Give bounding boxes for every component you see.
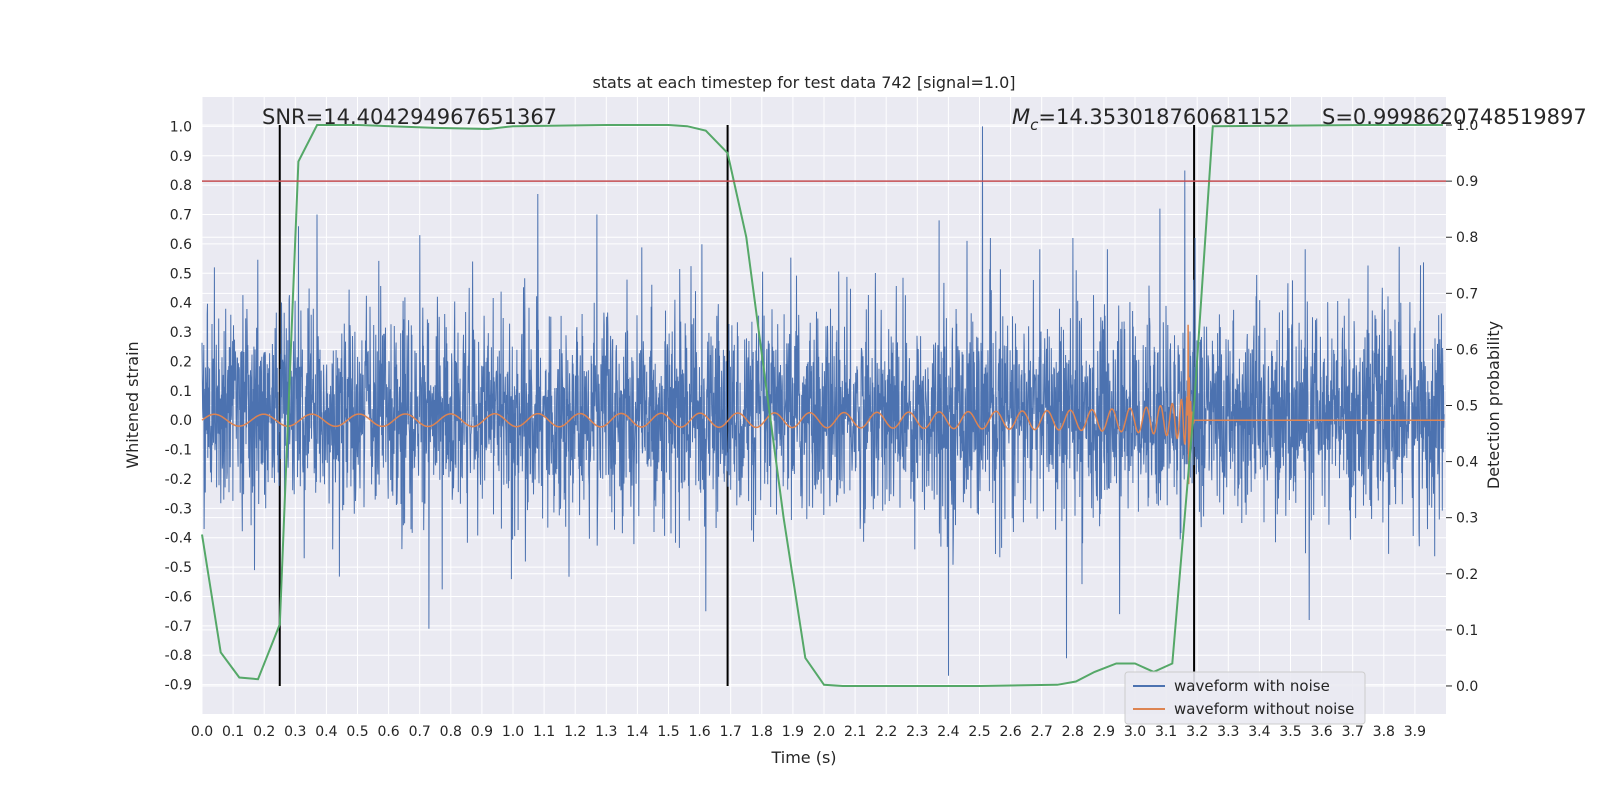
x-tick-label: 1.3 — [595, 724, 617, 740]
y-tick-label: 0.4 — [170, 296, 192, 312]
y-tick-label: 0.6 — [170, 237, 192, 253]
y2-tick-label: 0.1 — [1456, 623, 1478, 639]
y2-tick-label: 0.0 — [1456, 679, 1478, 695]
chirp-line — [201, 324, 1445, 485]
series-waveform-without-noise — [201, 324, 1445, 485]
x-tick-label: 0.2 — [253, 724, 275, 740]
x-tick-label: 2.7 — [1031, 724, 1053, 740]
x-tick-label: 0.9 — [471, 724, 493, 740]
x-tick-label: 0.4 — [315, 724, 337, 740]
y-tick-label: -0.9 — [165, 678, 192, 694]
y-tick-label: 0.2 — [170, 354, 192, 370]
x-tick-label: 1.7 — [720, 724, 742, 740]
x-tick-label: 1.0 — [502, 724, 524, 740]
x-tick-label: 0.0 — [191, 724, 213, 740]
x-tick-label: 1.4 — [626, 724, 648, 740]
x-tick-label: 1.5 — [657, 724, 679, 740]
x-tick-label: 1.8 — [751, 724, 773, 740]
x-tick-label: 2.8 — [1062, 724, 1084, 740]
x-tick-label: 1.9 — [782, 724, 804, 740]
y-tick-label: -0.5 — [165, 560, 192, 576]
x-axis-ticks: 0.0 0.1 0.2 0.3 0.4 0.5 0.6 0.7 0.8 0.9 1.0 1.1 1.2 1… — [191, 724, 1426, 740]
x-tick-label: 3.6 — [1310, 724, 1332, 740]
x-tick-label: 2.0 — [813, 724, 835, 740]
y2-tick-label: 0.3 — [1456, 511, 1478, 527]
x-tick-label: 3.4 — [1248, 724, 1270, 740]
y-tick-label: -0.7 — [165, 619, 192, 635]
y2-tick-label: 0.7 — [1456, 286, 1478, 302]
s-annotation: S=0.9998620748519897 — [1322, 105, 1587, 129]
probability-line — [201, 124, 1443, 687]
x-tick-label: 2.3 — [906, 724, 928, 740]
x-tick-label: 1.1 — [533, 724, 555, 740]
noise-line — [201, 126, 1445, 676]
x-tick-label: 3.9 — [1404, 724, 1426, 740]
legend-label-waveform-without-noise: waveform without noise — [1174, 700, 1354, 718]
x-tick-label: 0.1 — [222, 724, 244, 740]
y2-axis-label: Detection probability — [1484, 321, 1503, 489]
y2-tick-label: 0.6 — [1456, 342, 1478, 358]
series-detection-probability — [201, 124, 1443, 687]
y-tick-label: 1.0 — [170, 119, 192, 135]
legend-box — [1124, 671, 1366, 725]
chirp-mass-value: =14.353018760681152 — [1038, 105, 1289, 129]
y-tick-label: 0.5 — [170, 266, 192, 282]
x-tick-label: 0.5 — [346, 724, 368, 740]
x-tick-label: 2.5 — [968, 724, 990, 740]
chirp-mass-annotation: Mc=14.353018760681152 — [1012, 105, 1290, 134]
y-tick-label: 0.0 — [170, 413, 192, 429]
y-tick-label: 0.8 — [170, 178, 192, 194]
chirp-mass-subscript: c — [1030, 116, 1039, 134]
y-tick-label: -0.3 — [165, 501, 192, 517]
x-tick-label: 3.0 — [1124, 724, 1146, 740]
x-tick-label: 0.3 — [284, 724, 306, 740]
y-tick-label: -0.2 — [165, 472, 192, 488]
y-axis-label: Whitened strain — [123, 341, 142, 468]
y2-tick-label: 1.0 — [1456, 118, 1478, 134]
y-tick-label: -0.6 — [165, 589, 192, 605]
x-tick-label: 3.8 — [1373, 724, 1395, 740]
y2-tick-label: 0.9 — [1456, 174, 1478, 190]
x-tick-label: 2.1 — [844, 724, 866, 740]
x-tick-label: 3.5 — [1279, 724, 1301, 740]
x-tick-label: 1.6 — [688, 724, 710, 740]
x-tick-label: 2.9 — [1093, 724, 1115, 740]
y2-tick-label: 0.8 — [1456, 230, 1478, 246]
y-axis-ticks: 1.0 0.9 0.8 0.7 0.6 0.5 0.4 0.3 0.2 0.1 0.0 -0.1 -0.… — [165, 119, 192, 693]
legend-label-waveform-with-noise: waveform with noise — [1174, 677, 1330, 695]
x-tick-label: 1.2 — [564, 724, 586, 740]
x-tick-label: 3.7 — [1342, 724, 1364, 740]
x-tick-label: 3.3 — [1217, 724, 1239, 740]
y-tick-label: 0.9 — [170, 149, 192, 165]
x-tick-label: 3.1 — [1155, 724, 1177, 740]
y2-tick-label: 0.5 — [1456, 399, 1478, 415]
y-tick-label: 0.7 — [170, 208, 192, 224]
y-tick-label: 0.1 — [170, 384, 192, 400]
y-tick-label: -0.8 — [165, 648, 192, 664]
chart-title: stats at each timestep for test data 742… — [592, 73, 1015, 92]
series-waveform-with-noise — [201, 126, 1445, 676]
x-tick-label: 0.8 — [440, 724, 462, 740]
y-tick-label: 0.3 — [170, 325, 192, 341]
x-axis-label: Time (s) — [770, 748, 836, 767]
x-tick-label: 2.6 — [999, 724, 1021, 740]
snr-annotation: SNR=14.404294967651367 — [262, 105, 557, 129]
x-tick-label: 3.2 — [1186, 724, 1208, 740]
y-tick-label: -0.4 — [165, 531, 192, 547]
x-tick-label: 0.6 — [377, 724, 399, 740]
x-tick-label: 2.2 — [875, 724, 897, 740]
chirp-mass-symbol: M — [1012, 105, 1030, 129]
x-tick-label: 0.7 — [409, 724, 431, 740]
y2-axis-ticks: 1.0 0.9 0.8 0.7 0.6 0.5 0.4 0.3 0.2 0.1 0.0 — [1446, 118, 1478, 695]
y2-tick-label: 0.4 — [1456, 455, 1478, 471]
y2-tick-label: 0.2 — [1456, 567, 1478, 583]
x-tick-label: 2.4 — [937, 724, 959, 740]
y-tick-label: -0.1 — [165, 443, 192, 459]
legend: waveform with noise waveform without noi… — [1124, 671, 1366, 725]
